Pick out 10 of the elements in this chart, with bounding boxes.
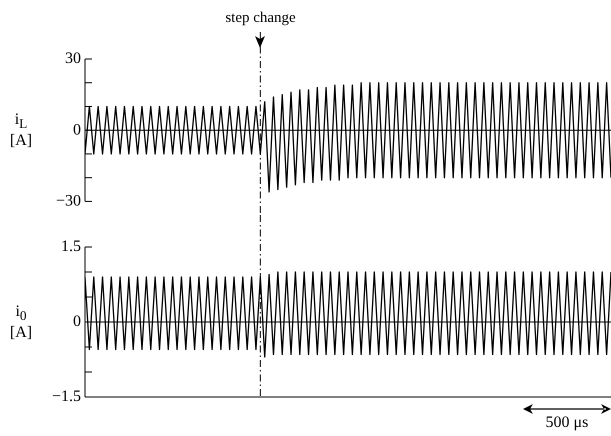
y-tick-label: 30 [65, 50, 81, 68]
y-tick-label: −30 [56, 192, 81, 210]
y-axis-title: i$_{0}$ [A] [8, 303, 34, 342]
y-tick-label: −1.5 [52, 388, 81, 406]
y-tick-label: 0 [73, 313, 81, 330]
y-tick-label: 1.5 [61, 238, 81, 256]
y-tick-label: 0 [73, 121, 81, 138]
y-axis-title: i$_{L}$ [A] [8, 111, 34, 150]
text: 500 μs [546, 414, 588, 432]
text: step change [225, 10, 296, 27]
